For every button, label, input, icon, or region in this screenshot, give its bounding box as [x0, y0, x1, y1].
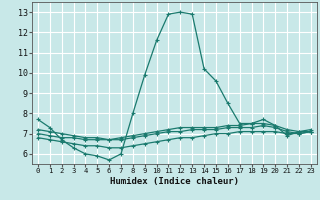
X-axis label: Humidex (Indice chaleur): Humidex (Indice chaleur) — [110, 177, 239, 186]
